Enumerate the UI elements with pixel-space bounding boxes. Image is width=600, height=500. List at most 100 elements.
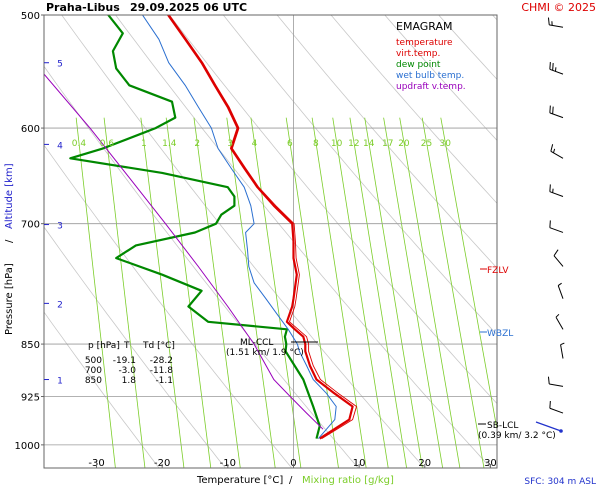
wind-barb-feather [549,220,551,228]
sb-lcl-label: SB-LCL [487,421,518,431]
wind-barb [557,282,564,299]
dry-adiabat-line [169,15,497,405]
wind-barb-feather [549,400,551,409]
wind-barb-half-feather [560,342,565,346]
wind-barb-staff [549,407,564,414]
altitude-tick-label: 2 [57,300,63,310]
mixing-ratio-line [364,117,423,468]
mixing-ratio-label: 2 [194,139,200,149]
mixing-ratio-label: 0.6 [100,139,115,149]
sb-lcl-values: (0.39 km/ 3.2 °C) [478,431,556,441]
mixing-ratio-line [226,117,276,468]
altitude-tick-label: 1 [57,377,63,387]
dry-adiabat-line [330,15,497,204]
legend: EMAGRAM temperature virt.temp. dew point… [396,20,466,92]
dry-adiabat-line [61,15,426,468]
y-axis-label: Pressure [hPa] [4,263,15,335]
series-temperature [167,15,354,440]
summary-table: p [hPa] T Td [°C] 500 -19.1 -28.2 700 -3… [85,341,175,386]
surface-wind-dot [559,429,563,433]
table-cell: 850 [85,376,102,386]
x-axis-separator: / [289,475,293,486]
wind-barb [549,62,564,75]
wind-barb-staff [549,68,564,75]
copyright: CHMI © 2025 [521,1,596,14]
dry-adiabat-line [276,15,497,269]
legend-item-updraft: updraft v.temp. [396,82,466,92]
wind-barb-feather [552,63,554,71]
mixing-ratio-line [311,117,367,468]
mixing-ratio-line [399,117,461,468]
legend-title: EMAGRAM [396,20,453,33]
table-header-p: p [hPa] [88,341,120,351]
wind-barb-half-feather [557,282,562,286]
mixing-ratio-label: 1 [141,139,147,149]
mixing-ratio-labels: 0.4 0.6 1 1.4 2 3 4 6 8 10 12 14 17 20 25 30 [72,139,451,149]
series-virt-temp [169,15,357,439]
mixing-ratio-line [332,117,389,468]
pressure-tick-label: 700 [21,220,40,231]
legend-item-wet-bulb: wet bulb temp. [396,71,464,81]
mixing-ratio-label: 17 [382,139,393,149]
mixing-ratio-label: 25 [421,139,432,149]
mixing-ratio-label: 12 [348,139,359,149]
table-cell: -3.0 [118,366,136,376]
wind-barb [549,105,564,119]
mixing-ratio-line [75,117,116,468]
legend-item-temperature: temperature [396,38,453,48]
wbzl-label: WBZL [487,329,513,339]
mixing-ratio-label: 1.4 [162,139,177,149]
ml-ccl-values: (1.51 km/ 1.9 °C) [226,348,304,358]
table-cell: -11.8 [150,366,174,376]
wind-barb [547,17,564,28]
temperature-tick-label: -20 [154,458,170,469]
x-axis-label-2: Mixing ratio [g/kg] [302,475,394,486]
x-axis-label: Temperature [°C] [196,475,283,486]
wind-barbs [547,17,565,414]
wind-barb-feather [549,62,551,70]
wind-barb [549,220,564,233]
temperature-tick-label: 0 [290,458,296,469]
wind-barb [549,400,564,414]
mixing-ratio-line [440,117,497,432]
mixing-ratio-line [421,117,485,468]
wind-barb-staff [553,255,564,267]
mixing-ratio-line [250,117,302,468]
surface-wind-line [535,421,562,432]
dry-adiabat-line [44,226,226,468]
table-cell: -19.1 [113,356,136,366]
temperature-tick-label: -10 [220,458,236,469]
mixing-ratio-label: 30 [440,139,452,149]
temperature-tick-label: -30 [88,458,104,469]
wind-barb [549,184,564,197]
wind-barb-feather [549,105,551,113]
wind-barb-staff [550,150,564,159]
background-lines [44,15,497,468]
table-cell: 700 [85,366,102,376]
fzlv-label: FZLV [487,266,509,276]
pressure-tick-label: 500 [21,11,40,22]
table-header-td: Td [°C] [142,341,175,351]
dry-adiabat-line [44,144,293,468]
mixing-ratio-label: 6 [287,139,293,149]
sfc-label: SFC: 304 m ASL [524,477,596,487]
table-cell: 500 [85,356,102,366]
pressure-tick-label: 925 [21,393,40,404]
legend-item-virt-temp: virt.temp. [396,49,440,59]
mixing-ratio-line [140,117,185,468]
datetime-title: 29.09.2025 06 UTC [130,1,247,14]
table-cell: -28.2 [150,356,173,366]
profile-series [44,15,357,440]
mixing-ratio-line [165,117,212,468]
legend-item-dew-point: dew point [396,60,441,70]
mixing-ratio-label: 14 [363,139,375,149]
wind-barb-staff [549,24,564,28]
y-axis-titles: Pressure [hPa] / Altitude [km] [4,163,15,335]
temperature-tick-label: 20 [418,458,431,469]
pressure-tick-label: 850 [21,340,40,351]
wind-barb-staff [549,112,564,119]
wind-barb-staff [557,285,564,299]
ml-ccl-label: ML-CCL [240,338,273,348]
mixing-ratio-label: 10 [331,139,343,149]
